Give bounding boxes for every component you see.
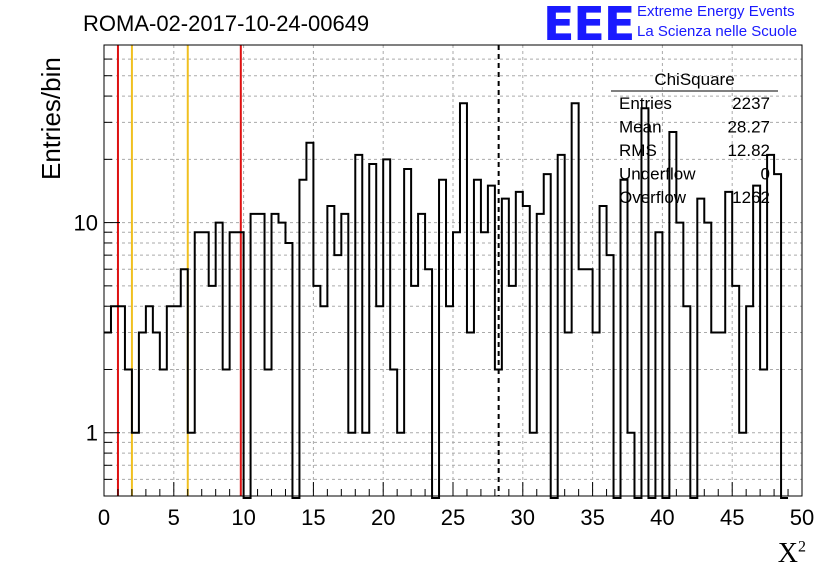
x-tick-label: 35 (580, 505, 604, 530)
stats-label: Mean (619, 118, 662, 137)
stats-label: Underflow (619, 165, 696, 184)
x-tick-label: 40 (650, 505, 674, 530)
x-tick-label: 45 (720, 505, 744, 530)
x-tick-label: 25 (441, 505, 465, 530)
x-tick-label: 5 (168, 505, 180, 530)
y-axis-label-wrap: Entries/bin (2, 57, 66, 188)
y-axis-label: Entries/bin (36, 57, 66, 180)
y-tick-label: 10 (74, 211, 98, 236)
x-axis-label: X2 (778, 538, 806, 570)
svg-text:EEE: EEE (543, 2, 633, 44)
x-tick-label: 30 (511, 505, 535, 530)
stats-label: Overflow (619, 188, 687, 207)
x-tick-label: 20 (371, 505, 395, 530)
x-tick-label: 15 (301, 505, 325, 530)
logo-line-2: La Scienza nelle Scuole (637, 23, 798, 40)
stats-value: 28.27 (727, 118, 770, 137)
stats-value: 1262 (732, 188, 770, 207)
stats-label: Entries (619, 94, 672, 113)
eee-logo: EEE (543, 2, 633, 44)
chart-title: ROMA-02-2017-10-24-00649 (83, 11, 370, 36)
histogram-series (104, 102, 789, 499)
x-tick-label: 10 (231, 505, 255, 530)
y-tick-label: 1 (86, 421, 98, 446)
x-tick-label: 0 (98, 505, 110, 530)
stats-label: RMS (619, 141, 657, 160)
x-tick-label: 50 (790, 505, 814, 530)
stats-value: 0 (761, 165, 770, 184)
x-axis-label-sup: 2 (798, 538, 806, 556)
logo-line-1: Extreme Energy Events (637, 3, 795, 20)
stats-value: 12.82 (727, 141, 770, 160)
stats-value: 2237 (732, 94, 770, 113)
x-axis-label-main: X (777, 538, 798, 569)
stats-name: ChiSquare (654, 70, 734, 89)
